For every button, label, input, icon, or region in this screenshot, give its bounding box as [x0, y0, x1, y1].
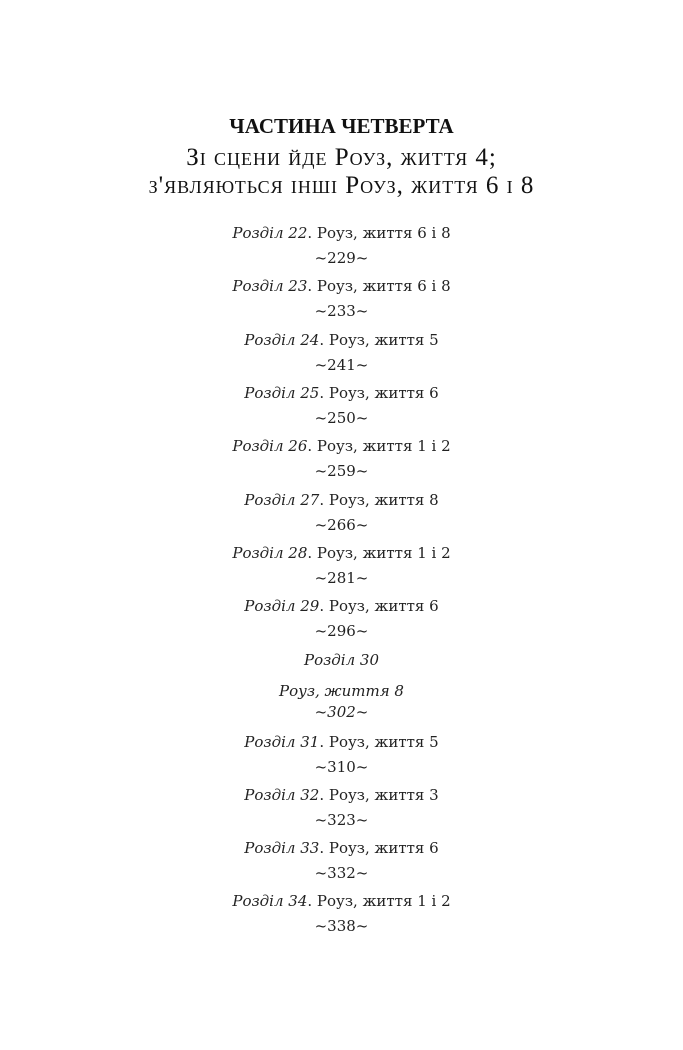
chapter-title: Роуз, життя 6 і 8	[316, 224, 451, 242]
chapter-label: Розділ 28	[232, 544, 308, 562]
page-number: ~338~	[314, 917, 369, 935]
page-number: ~296~	[314, 622, 369, 640]
part-subtitle-line-1: Зі сцени йде Роуз, життя 4;	[186, 144, 497, 171]
toc-entry[interactable]: Розділ 27. Роуз, життя 8 ~266~	[0, 488, 683, 538]
chapter-label: Розділ 31	[244, 733, 320, 751]
toc-entry[interactable]: Розділ 34. Роуз, життя 1 і 2 ~338~	[0, 889, 683, 939]
page-number: ~310~	[314, 758, 369, 776]
toc-entry[interactable]: Розділ 24. Роуз, життя 5 ~241~	[0, 328, 683, 378]
chapter-label: Розділ 30	[303, 651, 379, 669]
part-subtitle-line-2: з'являються інші Роуз, життя 6 і 8	[148, 172, 535, 199]
page-number: ~302~	[314, 703, 369, 721]
chapter-title: Роуз, життя 8	[328, 491, 439, 509]
chapter-title: Роуз, життя 1 і 2	[316, 892, 451, 910]
chapter-label: Розділ 29	[244, 597, 320, 615]
chapter-title: Роуз, життя 6	[328, 597, 439, 615]
chapter-title: Роуз, життя 6	[328, 839, 439, 857]
toc-entry[interactable]: Розділ 30 Роуз, життя 8 ~302~	[0, 648, 683, 725]
toc-entry[interactable]: Розділ 23. Роуз, життя 6 і 8 ~233~	[0, 274, 683, 324]
chapter-title: Роуз, життя 8	[279, 682, 404, 700]
page-number: ~259~	[314, 462, 369, 480]
page-number: ~281~	[314, 569, 369, 587]
page-number: ~241~	[314, 356, 369, 374]
chapter-label: Розділ 34	[232, 892, 308, 910]
chapter-title: Роуз, життя 6 і 8	[316, 277, 451, 295]
part-title: ЧАСТИНА ЧЕТВЕРТА	[229, 114, 454, 138]
chapter-label: Розділ 26	[232, 437, 308, 455]
chapter-label: Розділ 27	[244, 491, 320, 509]
toc-entry[interactable]: Розділ 26. Роуз, життя 1 і 2 ~259~	[0, 434, 683, 484]
toc-entry[interactable]: Розділ 25. Роуз, життя 6 ~250~	[0, 381, 683, 431]
page-number: ~233~	[314, 302, 369, 320]
page-number: ~332~	[314, 864, 369, 882]
toc-entry[interactable]: Розділ 22. Роуз, життя 6 і 8 ~229~	[0, 221, 683, 271]
chapter-label: Розділ 25	[244, 384, 320, 402]
chapter-label: Розділ 22	[232, 224, 308, 242]
toc-entry[interactable]: Розділ 33. Роуз, життя 6 ~332~	[0, 836, 683, 886]
chapter-label: Розділ 23	[232, 277, 308, 295]
chapter-title: Роуз, життя 1 і 2	[316, 544, 451, 562]
chapter-title: Роуз, життя 5	[328, 733, 439, 751]
toc-entry[interactable]: Розділ 29. Роуз, життя 6 ~296~	[0, 594, 683, 644]
chapter-label: Розділ 32	[244, 786, 320, 804]
page-number: ~229~	[314, 249, 369, 267]
page-number: ~323~	[314, 811, 369, 829]
chapter-title: Роуз, життя 1 і 2	[316, 437, 451, 455]
chapter-title: Роуз, життя 3	[328, 786, 439, 804]
toc-entry[interactable]: Розділ 31. Роуз, життя 5 ~310~	[0, 730, 683, 780]
chapter-title: Роуз, життя 6	[328, 384, 439, 402]
chapter-label: Розділ 24	[244, 331, 320, 349]
chapter-title: Роуз, життя 5	[328, 331, 439, 349]
toc-entry[interactable]: Розділ 28. Роуз, життя 1 і 2 ~281~	[0, 541, 683, 591]
chapter-label: Розділ 33	[244, 839, 320, 857]
toc-entry[interactable]: Розділ 32. Роуз, життя 3 ~323~	[0, 783, 683, 833]
page-number: ~266~	[314, 516, 369, 534]
page-number: ~250~	[314, 409, 369, 427]
